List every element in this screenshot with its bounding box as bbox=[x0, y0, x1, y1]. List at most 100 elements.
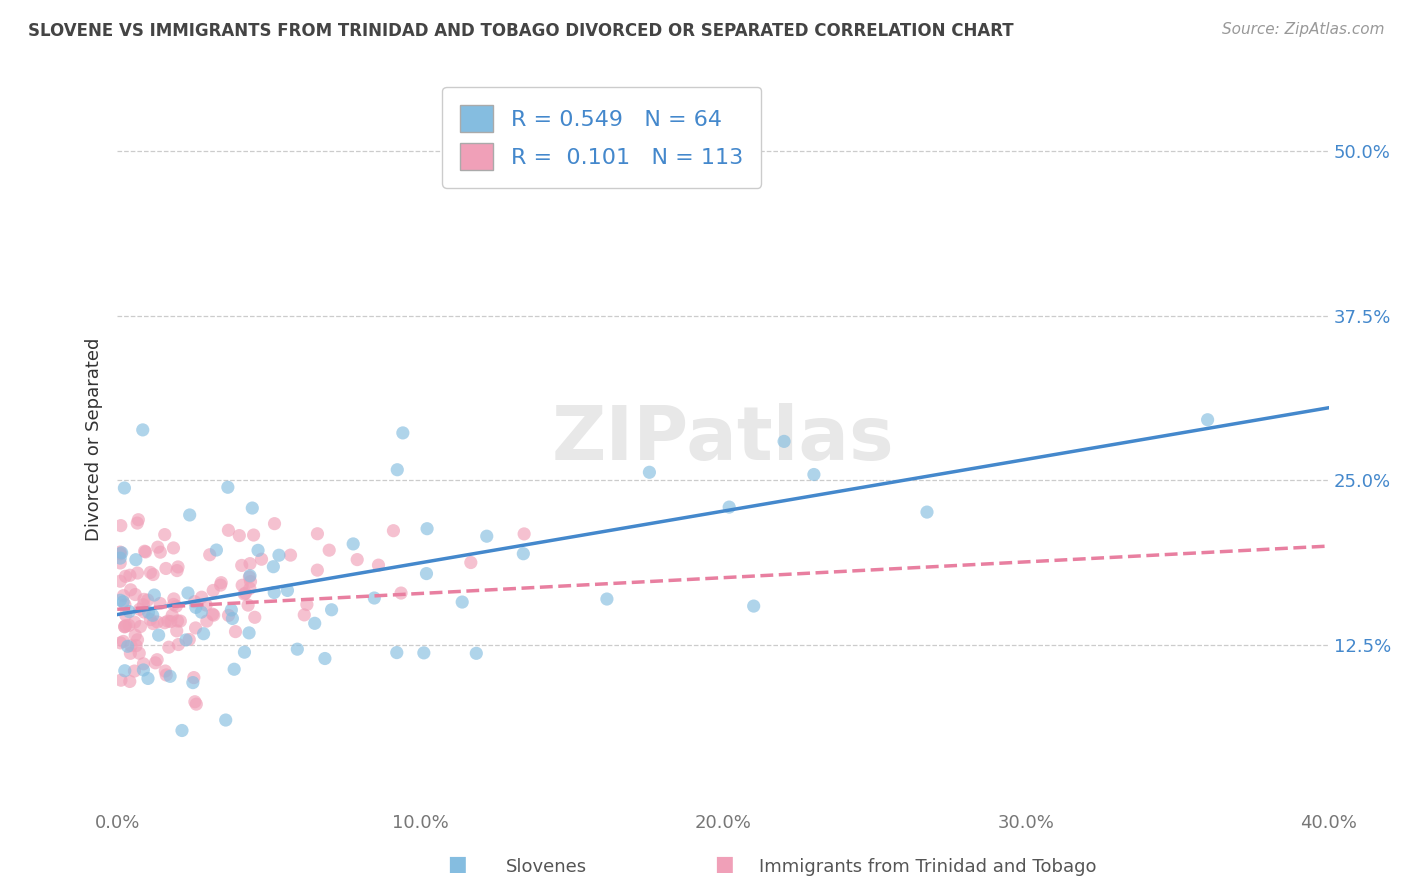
Point bbox=[110, 518, 132, 533]
Point bbox=[392, 425, 415, 440]
Point bbox=[184, 621, 207, 635]
Point bbox=[367, 558, 389, 573]
Point bbox=[132, 605, 155, 619]
Text: Immigrants from Trinidad and Tobago: Immigrants from Trinidad and Tobago bbox=[759, 858, 1097, 876]
Point bbox=[165, 599, 187, 614]
Point bbox=[224, 624, 246, 639]
Point bbox=[110, 673, 132, 688]
Point bbox=[127, 513, 149, 527]
Point bbox=[136, 593, 159, 607]
Point bbox=[263, 516, 285, 531]
Point bbox=[127, 516, 149, 530]
Text: ZIPatlas: ZIPatlas bbox=[551, 402, 894, 475]
Point bbox=[120, 582, 142, 597]
Point bbox=[124, 628, 146, 642]
Text: ■: ■ bbox=[714, 855, 734, 874]
Text: Source: ZipAtlas.com: Source: ZipAtlas.com bbox=[1222, 22, 1385, 37]
Point bbox=[451, 595, 474, 609]
Point bbox=[231, 578, 253, 592]
Point bbox=[718, 500, 741, 514]
Point bbox=[112, 595, 135, 609]
Point bbox=[202, 583, 225, 598]
Point bbox=[110, 547, 132, 561]
Point bbox=[132, 657, 155, 671]
Point bbox=[217, 480, 239, 494]
Point bbox=[169, 614, 191, 628]
Point bbox=[236, 598, 259, 612]
Point bbox=[202, 608, 225, 623]
Point bbox=[114, 618, 136, 632]
Point bbox=[224, 662, 246, 676]
Point bbox=[198, 548, 221, 562]
Point bbox=[465, 646, 488, 660]
Point bbox=[742, 599, 765, 613]
Point bbox=[139, 566, 162, 580]
Point bbox=[460, 556, 482, 570]
Point bbox=[183, 671, 205, 685]
Point bbox=[146, 540, 169, 554]
Point bbox=[181, 675, 204, 690]
Point bbox=[139, 613, 162, 627]
Point bbox=[118, 568, 141, 582]
Point bbox=[167, 638, 190, 652]
Point bbox=[262, 559, 284, 574]
Point bbox=[160, 608, 183, 623]
Point bbox=[190, 605, 212, 619]
Point bbox=[159, 669, 181, 683]
Point bbox=[166, 624, 188, 638]
Point bbox=[136, 672, 159, 686]
Point bbox=[117, 640, 139, 654]
Point bbox=[183, 594, 205, 608]
Point bbox=[110, 551, 132, 566]
Point bbox=[114, 569, 136, 583]
Point bbox=[114, 619, 136, 633]
Point bbox=[1197, 413, 1219, 427]
Point bbox=[118, 605, 141, 619]
Point bbox=[112, 634, 135, 648]
Point bbox=[132, 663, 155, 677]
Point bbox=[389, 586, 412, 600]
Point bbox=[174, 632, 197, 647]
Point bbox=[138, 605, 160, 619]
Point bbox=[155, 668, 177, 682]
Point bbox=[170, 723, 193, 738]
Text: Slovenes: Slovenes bbox=[506, 858, 588, 876]
Point bbox=[155, 664, 177, 678]
Point bbox=[110, 556, 132, 570]
Point bbox=[512, 547, 534, 561]
Point bbox=[153, 527, 176, 541]
Point bbox=[114, 620, 136, 634]
Point bbox=[267, 548, 290, 562]
Point bbox=[127, 566, 149, 580]
Point bbox=[112, 481, 135, 495]
Point bbox=[314, 651, 336, 665]
Point bbox=[159, 615, 181, 629]
Point bbox=[307, 526, 329, 541]
Point bbox=[132, 598, 155, 612]
Point bbox=[143, 656, 166, 670]
Point bbox=[190, 591, 212, 605]
Point bbox=[239, 557, 262, 571]
Point bbox=[247, 543, 270, 558]
Point bbox=[124, 588, 146, 602]
Point bbox=[114, 607, 136, 622]
Point bbox=[148, 628, 170, 642]
Point bbox=[238, 570, 260, 584]
Point bbox=[114, 664, 136, 678]
Point bbox=[304, 616, 326, 631]
Point bbox=[239, 568, 262, 582]
Text: ■: ■ bbox=[447, 855, 467, 874]
Point bbox=[235, 586, 257, 600]
Point bbox=[209, 575, 232, 590]
Point bbox=[280, 548, 302, 562]
Point bbox=[142, 567, 165, 582]
Point bbox=[167, 560, 190, 574]
Legend: R = 0.549   N = 64, R =  0.101   N = 113: R = 0.549 N = 64, R = 0.101 N = 113 bbox=[443, 87, 761, 188]
Point bbox=[242, 528, 264, 542]
Point bbox=[163, 591, 186, 606]
Point bbox=[387, 463, 409, 477]
Point bbox=[129, 619, 152, 633]
Point bbox=[292, 607, 315, 622]
Point bbox=[132, 423, 155, 437]
Point bbox=[135, 545, 157, 559]
